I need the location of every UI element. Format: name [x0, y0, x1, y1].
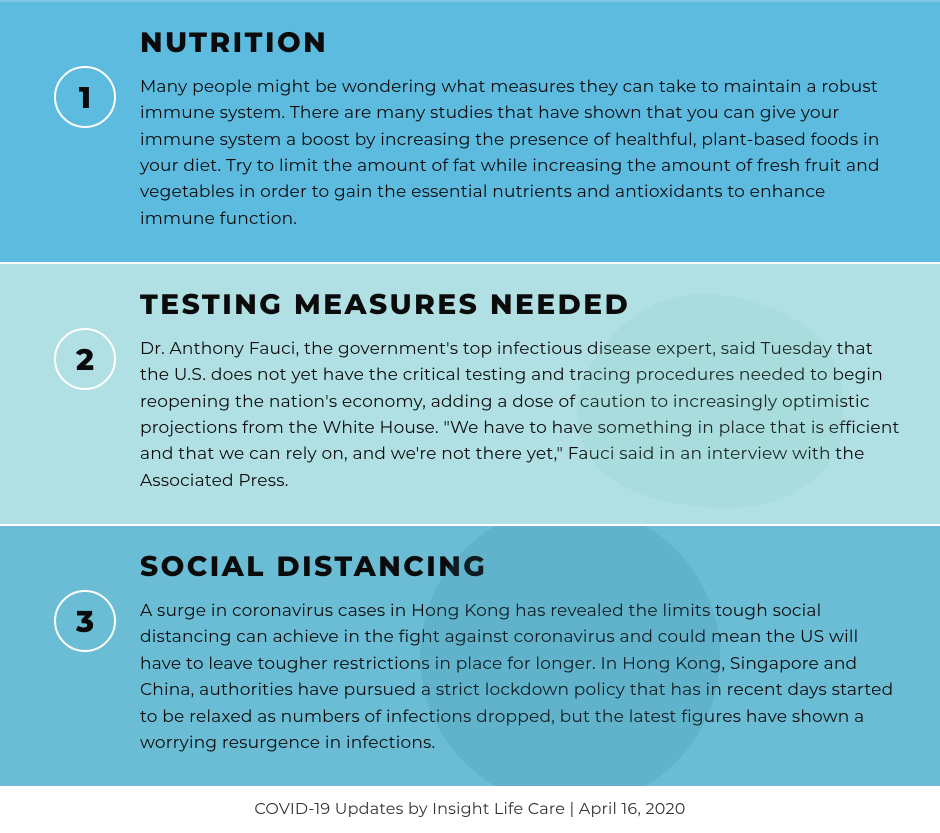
number-text: 1	[79, 79, 91, 116]
section-body: Dr. Anthony Fauci, the government's top …	[140, 336, 900, 494]
section-body: Many people might be wondering what meas…	[140, 74, 900, 232]
number-text: 2	[76, 341, 94, 378]
section-nutrition: 1 NUTRITION Many people might be wonderi…	[0, 0, 940, 262]
section-testing: 2 TESTING MEASURES NEEDED Dr. Anthony Fa…	[0, 262, 940, 524]
content-col: SOCIAL DISTANCING A surge in coronavirus…	[140, 550, 910, 756]
number-col: 2	[30, 288, 140, 390]
section-social-distancing: 3 SOCIAL DISTANCING A surge in coronavir…	[0, 524, 940, 786]
section-heading: NUTRITION	[140, 26, 900, 60]
infographic-wrap: 1 NUTRITION Many people might be wonderi…	[0, 0, 940, 833]
content-col: NUTRITION Many people might be wondering…	[140, 26, 910, 232]
number-text: 3	[76, 603, 94, 640]
number-circle: 2	[54, 328, 116, 390]
number-circle: 3	[54, 590, 116, 652]
content-col: TESTING MEASURES NEEDED Dr. Anthony Fauc…	[140, 288, 910, 494]
section-heading: SOCIAL DISTANCING	[140, 550, 900, 584]
number-col: 1	[30, 26, 140, 128]
number-col: 3	[30, 550, 140, 652]
section-body: A surge in coronavirus cases in Hong Kon…	[140, 598, 900, 756]
number-circle: 1	[54, 66, 116, 128]
footer-text: COVID-19 Updates by Insight Life Care | …	[0, 786, 940, 833]
section-heading: TESTING MEASURES NEEDED	[140, 288, 900, 322]
